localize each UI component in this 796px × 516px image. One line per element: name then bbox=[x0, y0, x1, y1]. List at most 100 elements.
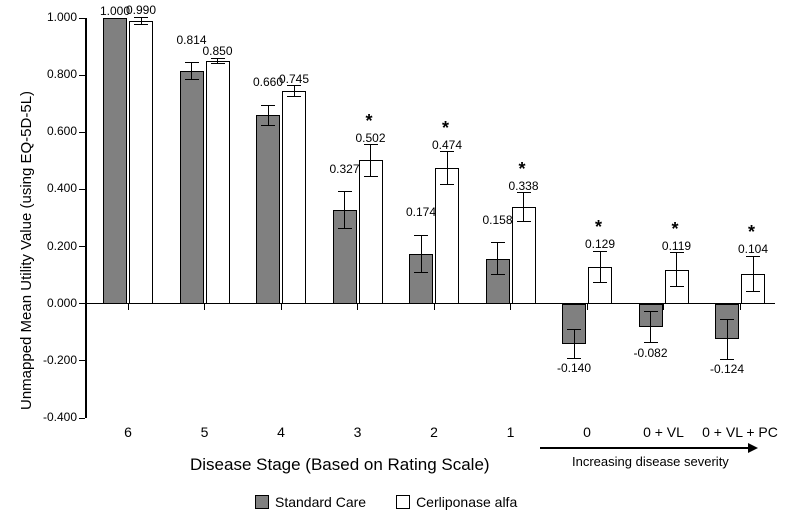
x-tick-label: 6 bbox=[88, 424, 168, 440]
y-tick-label: 0.800 bbox=[33, 67, 77, 81]
significance-star: * bbox=[748, 222, 755, 243]
bar-cerliponase bbox=[359, 160, 383, 303]
error-cap bbox=[261, 105, 275, 106]
error-bar bbox=[523, 193, 524, 222]
value-label: 0.502 bbox=[346, 131, 396, 145]
error-cap bbox=[261, 125, 275, 126]
y-tick bbox=[79, 132, 85, 133]
error-cap bbox=[185, 62, 199, 63]
x-tick bbox=[128, 304, 129, 310]
y-tick bbox=[79, 360, 85, 361]
value-label: -0.082 bbox=[626, 346, 676, 360]
error-bar bbox=[497, 243, 498, 274]
error-cap bbox=[720, 359, 734, 360]
x-axis-label: Disease Stage (Based on Rating Scale) bbox=[190, 455, 490, 475]
legend-item-cerliponase: Cerliponase alfa bbox=[396, 494, 517, 510]
error-cap bbox=[567, 358, 581, 359]
error-cap bbox=[644, 342, 658, 343]
error-cap bbox=[593, 282, 607, 283]
significance-star: * bbox=[519, 159, 526, 180]
bar-cerliponase bbox=[282, 91, 306, 304]
error-cap bbox=[670, 286, 684, 287]
x-tick bbox=[740, 304, 741, 310]
x-tick bbox=[357, 304, 358, 310]
x-tick-label: 5 bbox=[165, 424, 245, 440]
y-tick bbox=[79, 18, 85, 19]
error-cap bbox=[746, 291, 760, 292]
y-tick-label: -0.200 bbox=[33, 353, 77, 367]
value-label: 0.850 bbox=[193, 44, 243, 58]
x-tick-label: 0 + VL + PC bbox=[700, 424, 780, 440]
error-cap bbox=[491, 274, 505, 275]
error-bar bbox=[753, 256, 754, 291]
error-cap bbox=[185, 79, 199, 80]
x-tick-label: 2 bbox=[394, 424, 474, 440]
error-cap bbox=[440, 184, 454, 185]
error-bar bbox=[727, 319, 728, 359]
value-label: 0.745 bbox=[269, 72, 319, 86]
x-tick bbox=[434, 304, 435, 310]
error-cap bbox=[134, 24, 148, 25]
x-tick-label: 1 bbox=[471, 424, 551, 440]
y-tick-label: 0.000 bbox=[33, 296, 77, 310]
y-tick bbox=[79, 303, 85, 304]
bar-standard-care bbox=[103, 18, 127, 304]
error-bar bbox=[344, 192, 345, 229]
bar-cerliponase bbox=[206, 61, 230, 304]
error-cap bbox=[338, 191, 352, 192]
error-cap bbox=[517, 221, 531, 222]
value-label: 0.129 bbox=[575, 237, 625, 251]
bar-standard-care bbox=[180, 71, 204, 304]
legend-swatch bbox=[396, 495, 410, 509]
x-tick bbox=[510, 304, 511, 310]
y-tick-label: -0.400 bbox=[33, 410, 77, 424]
error-cap bbox=[644, 311, 658, 312]
legend: Standard CareCerliponase alfa bbox=[255, 494, 541, 510]
value-label: 0.990 bbox=[116, 3, 166, 17]
x-tick-label: 3 bbox=[318, 424, 398, 440]
error-cap bbox=[364, 176, 378, 177]
significance-star: * bbox=[672, 219, 679, 240]
error-bar bbox=[191, 63, 192, 80]
legend-label: Cerliponase alfa bbox=[416, 494, 517, 510]
x-tick-label: 0 bbox=[547, 424, 627, 440]
error-bar bbox=[574, 329, 575, 358]
bar-cerliponase bbox=[129, 21, 153, 304]
x-tick bbox=[663, 304, 664, 310]
error-cap bbox=[414, 235, 428, 236]
y-tick-label: 0.400 bbox=[33, 181, 77, 195]
bar-standard-care bbox=[256, 115, 280, 304]
error-bar bbox=[370, 145, 371, 176]
x-tick bbox=[587, 304, 588, 310]
y-tick bbox=[79, 246, 85, 247]
error-bar bbox=[676, 253, 677, 287]
x-tick bbox=[204, 304, 205, 310]
severity-text: Increasing disease severity bbox=[572, 454, 729, 469]
y-tick bbox=[79, 75, 85, 76]
error-bar bbox=[268, 105, 269, 125]
value-label: -0.140 bbox=[549, 361, 599, 375]
error-cap bbox=[567, 329, 581, 330]
error-cap bbox=[414, 272, 428, 273]
error-bar bbox=[421, 235, 422, 272]
y-tick-label: 0.600 bbox=[33, 124, 77, 138]
x-tick-label: 0 + VL bbox=[624, 424, 704, 440]
error-cap bbox=[720, 319, 734, 320]
error-cap bbox=[338, 228, 352, 229]
y-tick-label: 0.200 bbox=[33, 239, 77, 253]
severity-arrow-head bbox=[748, 443, 758, 453]
significance-star: * bbox=[366, 111, 373, 132]
severity-arrow bbox=[540, 447, 748, 449]
significance-star: * bbox=[595, 217, 602, 238]
x-tick-label: 4 bbox=[241, 424, 321, 440]
value-label: -0.124 bbox=[702, 362, 752, 376]
y-tick bbox=[79, 189, 85, 190]
plot-area: -0.400-0.2000.0000.2000.4000.6000.8001.0… bbox=[85, 18, 775, 418]
legend-swatch bbox=[255, 495, 269, 509]
x-tick bbox=[281, 304, 282, 310]
error-bar bbox=[600, 251, 601, 282]
error-bar bbox=[294, 86, 295, 96]
error-cap bbox=[211, 63, 225, 64]
error-cap bbox=[491, 242, 505, 243]
error-bar bbox=[447, 152, 448, 185]
